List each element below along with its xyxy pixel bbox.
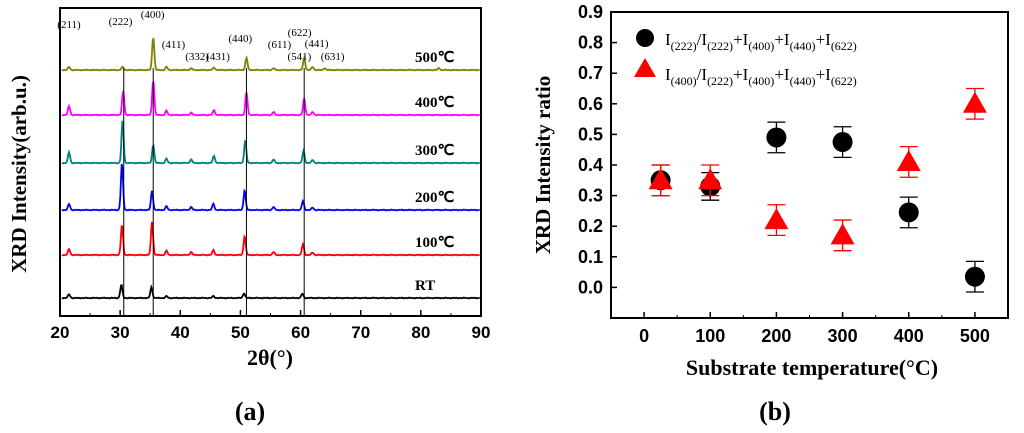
peak-annotation: (441) [305,38,329,50]
panel-a-x-tick-label: 30 [111,323,130,342]
peak-annotation: (622) [288,27,312,39]
peak-annotation: (431) [206,51,230,63]
panel-b-intensity-ratio: 0 100 200 300 400 500 0.0 0.1 0.2 0.3 0.4 0.5 0.6 0.7… [578,2,1009,346]
panel-a-x-tick-label: 90 [472,323,491,342]
legend-label: I(400)/I(222)+I(400)+I(440)+I(622) [665,65,857,88]
xrd-series-line [61,163,480,212]
data-point-circle [832,132,853,153]
xrd-series-line [61,81,480,117]
panel-a-x-tick-label: 50 [231,323,250,342]
panel-a-x-tick-label: 20 [51,323,70,342]
panel-a-x-tick-label: 40 [171,323,190,342]
panel-b-x-tick-label: 300 [828,326,858,346]
xrd-series-label: RT [415,278,435,294]
data-point-circle [898,202,919,223]
panel-a-xrd-patterns: 20 30 40 50 60 70 80 90 500℃ 400℃ 300℃ 200℃ 100℃ RT (2… [51,7,491,342]
panel-a-y-axis-label: XRD Intensity(arb.u.) [7,75,31,273]
peak-annotation: (411) [162,39,186,51]
data-point-circle [964,266,985,287]
legend-marker-circle [636,29,654,47]
panel-a-label: (a) [235,397,265,426]
data-point-triangle [830,223,855,245]
panel-b-y-tick-label: 0.0 [578,277,603,297]
panel-b-y-tick-label: 0.4 [578,155,603,175]
xrd-series-line [61,221,480,257]
panel-b-y-tick-label: 0.9 [578,2,603,22]
panel-b-x-tick-label: 200 [761,326,791,346]
panel-b-x-tick-label: 0 [639,326,649,346]
peak-annotation: (400) [141,9,165,21]
panel-b-x-tick-label: 500 [960,326,990,346]
panel-a-x-tick-label: 80 [411,323,430,342]
panel-b-y-tick-label: 0.8 [578,33,603,53]
data-point-triangle [764,208,789,230]
panel-a-x-tick-label: 70 [351,323,370,342]
peak-annotation: (440) [228,33,252,45]
panel-b-frame [610,11,1009,319]
panel-b-x-tick-label: 400 [894,326,924,346]
data-point-triangle [962,91,987,113]
panel-b-y-tick-label: 0.1 [578,247,603,267]
peak-annotation: (222) [109,16,133,28]
legend-label: I(222)/I(222)+I(400)+I(440)+I(622) [665,30,857,53]
panel-a-x-axis-label: 2θ(°) [247,345,293,370]
peak-annotation: (631) [321,51,345,63]
xrd-series-line [61,120,480,165]
panel-b-y-axis-label: XRD Intensity ratio [531,76,555,255]
peak-annotation: (541) [287,51,311,63]
panel-b-y-tick-label: 0.2 [578,216,603,236]
legend-marker-triangle [634,58,656,77]
xrd-series-line [61,37,480,72]
panel-a-x-tick-label: 60 [291,323,310,342]
panel-b-y-tick-label: 0.5 [578,124,603,144]
xrd-series-label: 200℃ [415,190,455,206]
xrd-series-line [61,284,480,300]
peak-annotation: (332) [185,51,209,63]
panel-b-y-tick-label: 0.7 [578,63,603,83]
data-point-circle [766,127,787,148]
panel-b-x-tick-label: 100 [695,326,725,346]
peak-annotation: (211) [57,19,81,31]
data-point-triangle [648,168,673,190]
panel-b-y-tick-label: 0.6 [578,94,603,114]
xrd-series-label: 500℃ [415,50,455,66]
xrd-series-label: 400℃ [415,95,455,111]
panel-b-y-tick-label: 0.3 [578,186,603,206]
xrd-series-label: 100℃ [415,235,455,251]
peak-annotation: (611) [268,39,292,51]
panel-b-label: (b) [759,397,791,426]
data-point-triangle [896,149,921,171]
xrd-series-label: 300℃ [415,143,455,159]
data-point-triangle [698,168,723,190]
panel-b-x-axis-label: Substrate temperature(°C) [686,355,938,380]
